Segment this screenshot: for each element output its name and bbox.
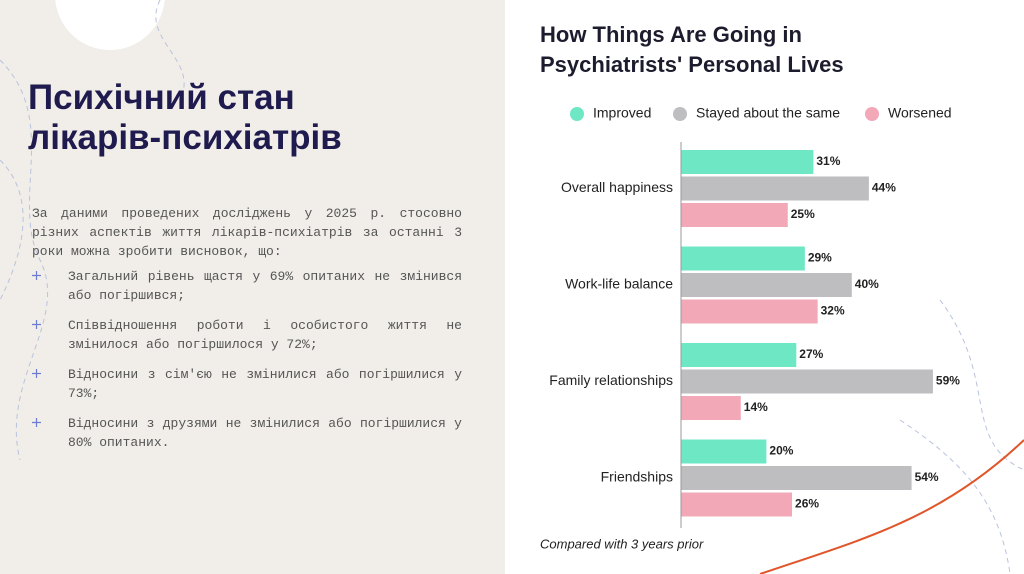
value-label: 59% (936, 374, 960, 388)
text-panel: Психічний стан лікарів-психіатрів За дан… (0, 0, 505, 574)
bar (681, 439, 767, 464)
bullet-list: Загальний рівень щастя у 69% опитаних не… (32, 267, 462, 452)
bar (681, 492, 793, 517)
bar (681, 176, 869, 201)
value-label: 26% (795, 497, 819, 511)
legend-label: Improved (593, 105, 651, 121)
value-label: 25% (791, 207, 815, 221)
bullet-text: Відносини з друзями не змінилися або пог… (68, 416, 462, 450)
bullet-icon (32, 418, 41, 427)
value-label: 40% (855, 277, 879, 291)
bullet-icon (32, 369, 41, 378)
value-label: 54% (915, 470, 939, 484)
chart-title: How Things Are Going in Psychiatrists' P… (540, 22, 844, 77)
bar (681, 396, 741, 420)
bar (681, 299, 818, 324)
legend-swatch (673, 107, 687, 121)
decoration (899, 299, 1024, 574)
value-label: 20% (769, 444, 793, 458)
value-label: 31% (816, 154, 840, 168)
bullet: Загальний рівень щастя у 69% опитаних не… (32, 267, 462, 305)
category-label: Family relationships (549, 372, 673, 388)
slide-body: За даними проведених досліджень у 2025 р… (32, 204, 462, 463)
category-label: Overall happiness (561, 179, 673, 195)
bullet-icon (32, 320, 41, 329)
legend-label: Worsened (888, 105, 952, 121)
bullet-text: Співвідношення роботи і особистого життя… (68, 318, 462, 352)
value-label: 27% (799, 347, 823, 361)
bullet-text: Відносини з сім'єю не змінилися або погі… (68, 367, 462, 401)
chart-note: Compared with 3 years prior (540, 536, 704, 551)
value-label: 44% (872, 181, 896, 195)
bar (681, 273, 852, 297)
decoration (759, 439, 1024, 574)
category-label: Work-life balance (565, 276, 673, 292)
bullet-icon (32, 271, 41, 280)
bullet: Відносини з друзями не змінилися або пог… (32, 414, 462, 452)
bar (681, 203, 788, 227)
slide-title: Психічний стан лікарів-психіатрів (28, 78, 342, 157)
bullet-text: Загальний рівень щастя у 69% опитаних не… (68, 269, 462, 303)
bullet: Відносини з сім'єю не змінилися або погі… (32, 365, 462, 403)
value-label: 29% (808, 251, 832, 265)
legend-swatch (570, 107, 584, 121)
intro: За даними проведених досліджень у 2025 р… (32, 206, 462, 259)
bar (681, 150, 814, 174)
value-label: 14% (744, 400, 768, 414)
bar (681, 369, 933, 394)
bullet: Співвідношення роботи і особистого життя… (32, 316, 462, 354)
value-label: 32% (821, 304, 845, 318)
category-label: Friendships (601, 469, 673, 485)
bar (681, 466, 912, 490)
bar (681, 343, 797, 367)
decoration (0, 0, 185, 461)
legend-label: Stayed about the same (696, 105, 840, 121)
legend-swatch (865, 107, 879, 121)
bar (681, 246, 805, 271)
